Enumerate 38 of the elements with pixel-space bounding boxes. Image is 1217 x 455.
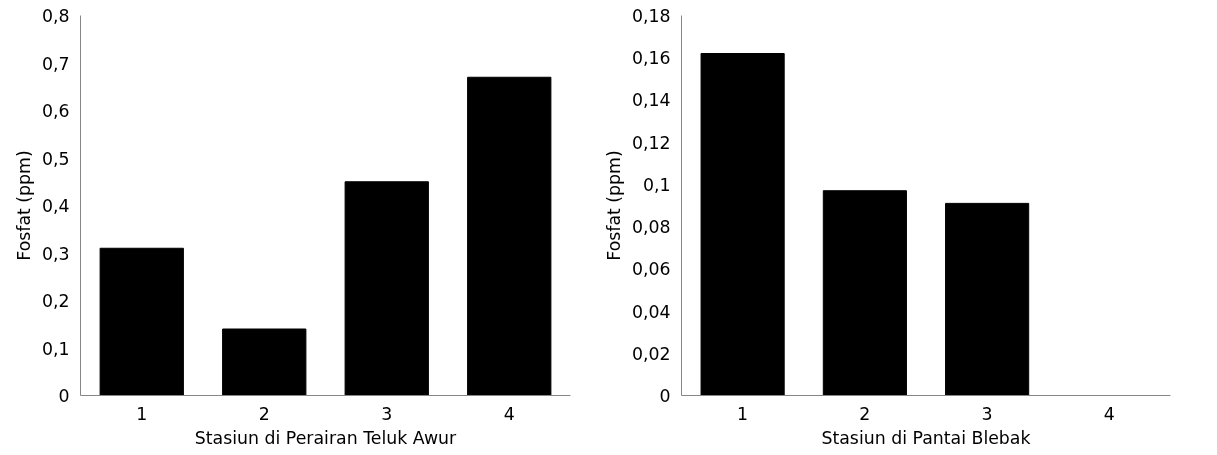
- bar: [467, 76, 552, 396]
- y-tick-label: 0,3: [41, 243, 70, 264]
- y-tick-label: 0,4: [41, 196, 70, 216]
- bar: [344, 181, 429, 396]
- bar: [99, 247, 184, 396]
- x-tick-label: 2: [258, 403, 270, 424]
- x-tick-label: 4: [1103, 403, 1115, 424]
- x-tick-label: 4: [503, 403, 515, 424]
- y-tick-label: 0,16: [631, 48, 671, 69]
- y-tick-label: 0,08: [631, 217, 671, 238]
- y-tick-label: 0,1: [41, 338, 70, 359]
- x-tick-label: 3: [981, 403, 993, 424]
- x-tick-label: 1: [737, 403, 749, 424]
- y-tick-label: 0,02: [631, 343, 671, 364]
- y-axis-title: Fosfat (ppm): [13, 150, 34, 261]
- x-tick-label: 2: [859, 403, 871, 424]
- y-tick-label: 0,12: [631, 132, 671, 153]
- y-tick-label: 0: [659, 386, 671, 406]
- y-tick-label: 0: [58, 386, 70, 406]
- y-tick-label: 0,5: [41, 148, 70, 169]
- y-tick-label: 0,18: [631, 6, 671, 26]
- y-tick-label: 0,04: [631, 301, 671, 322]
- y-tick-label: 0,2: [41, 291, 70, 311]
- x-axis-title: Stasiun di Perairan Teluk Awur: [194, 427, 458, 448]
- x-axis-title: Stasiun di Pantai Blebak: [821, 427, 1031, 448]
- y-tick-label: 0,7: [41, 53, 70, 74]
- y-tick-label: 0,8: [41, 6, 70, 26]
- y-tick-label: 0,6: [41, 101, 70, 121]
- x-tick-label: 1: [136, 403, 148, 424]
- y-tick-label: 0,1: [642, 174, 671, 195]
- bar: [700, 53, 785, 396]
- y-axis-title: Fosfat (ppm): [603, 150, 624, 261]
- y-tick-label: 0,14: [631, 90, 671, 111]
- bar: [222, 328, 307, 396]
- y-tick-label: 0,06: [631, 259, 671, 280]
- bar: [945, 202, 1030, 396]
- bar: [822, 190, 907, 396]
- x-tick-label: 3: [381, 403, 393, 424]
